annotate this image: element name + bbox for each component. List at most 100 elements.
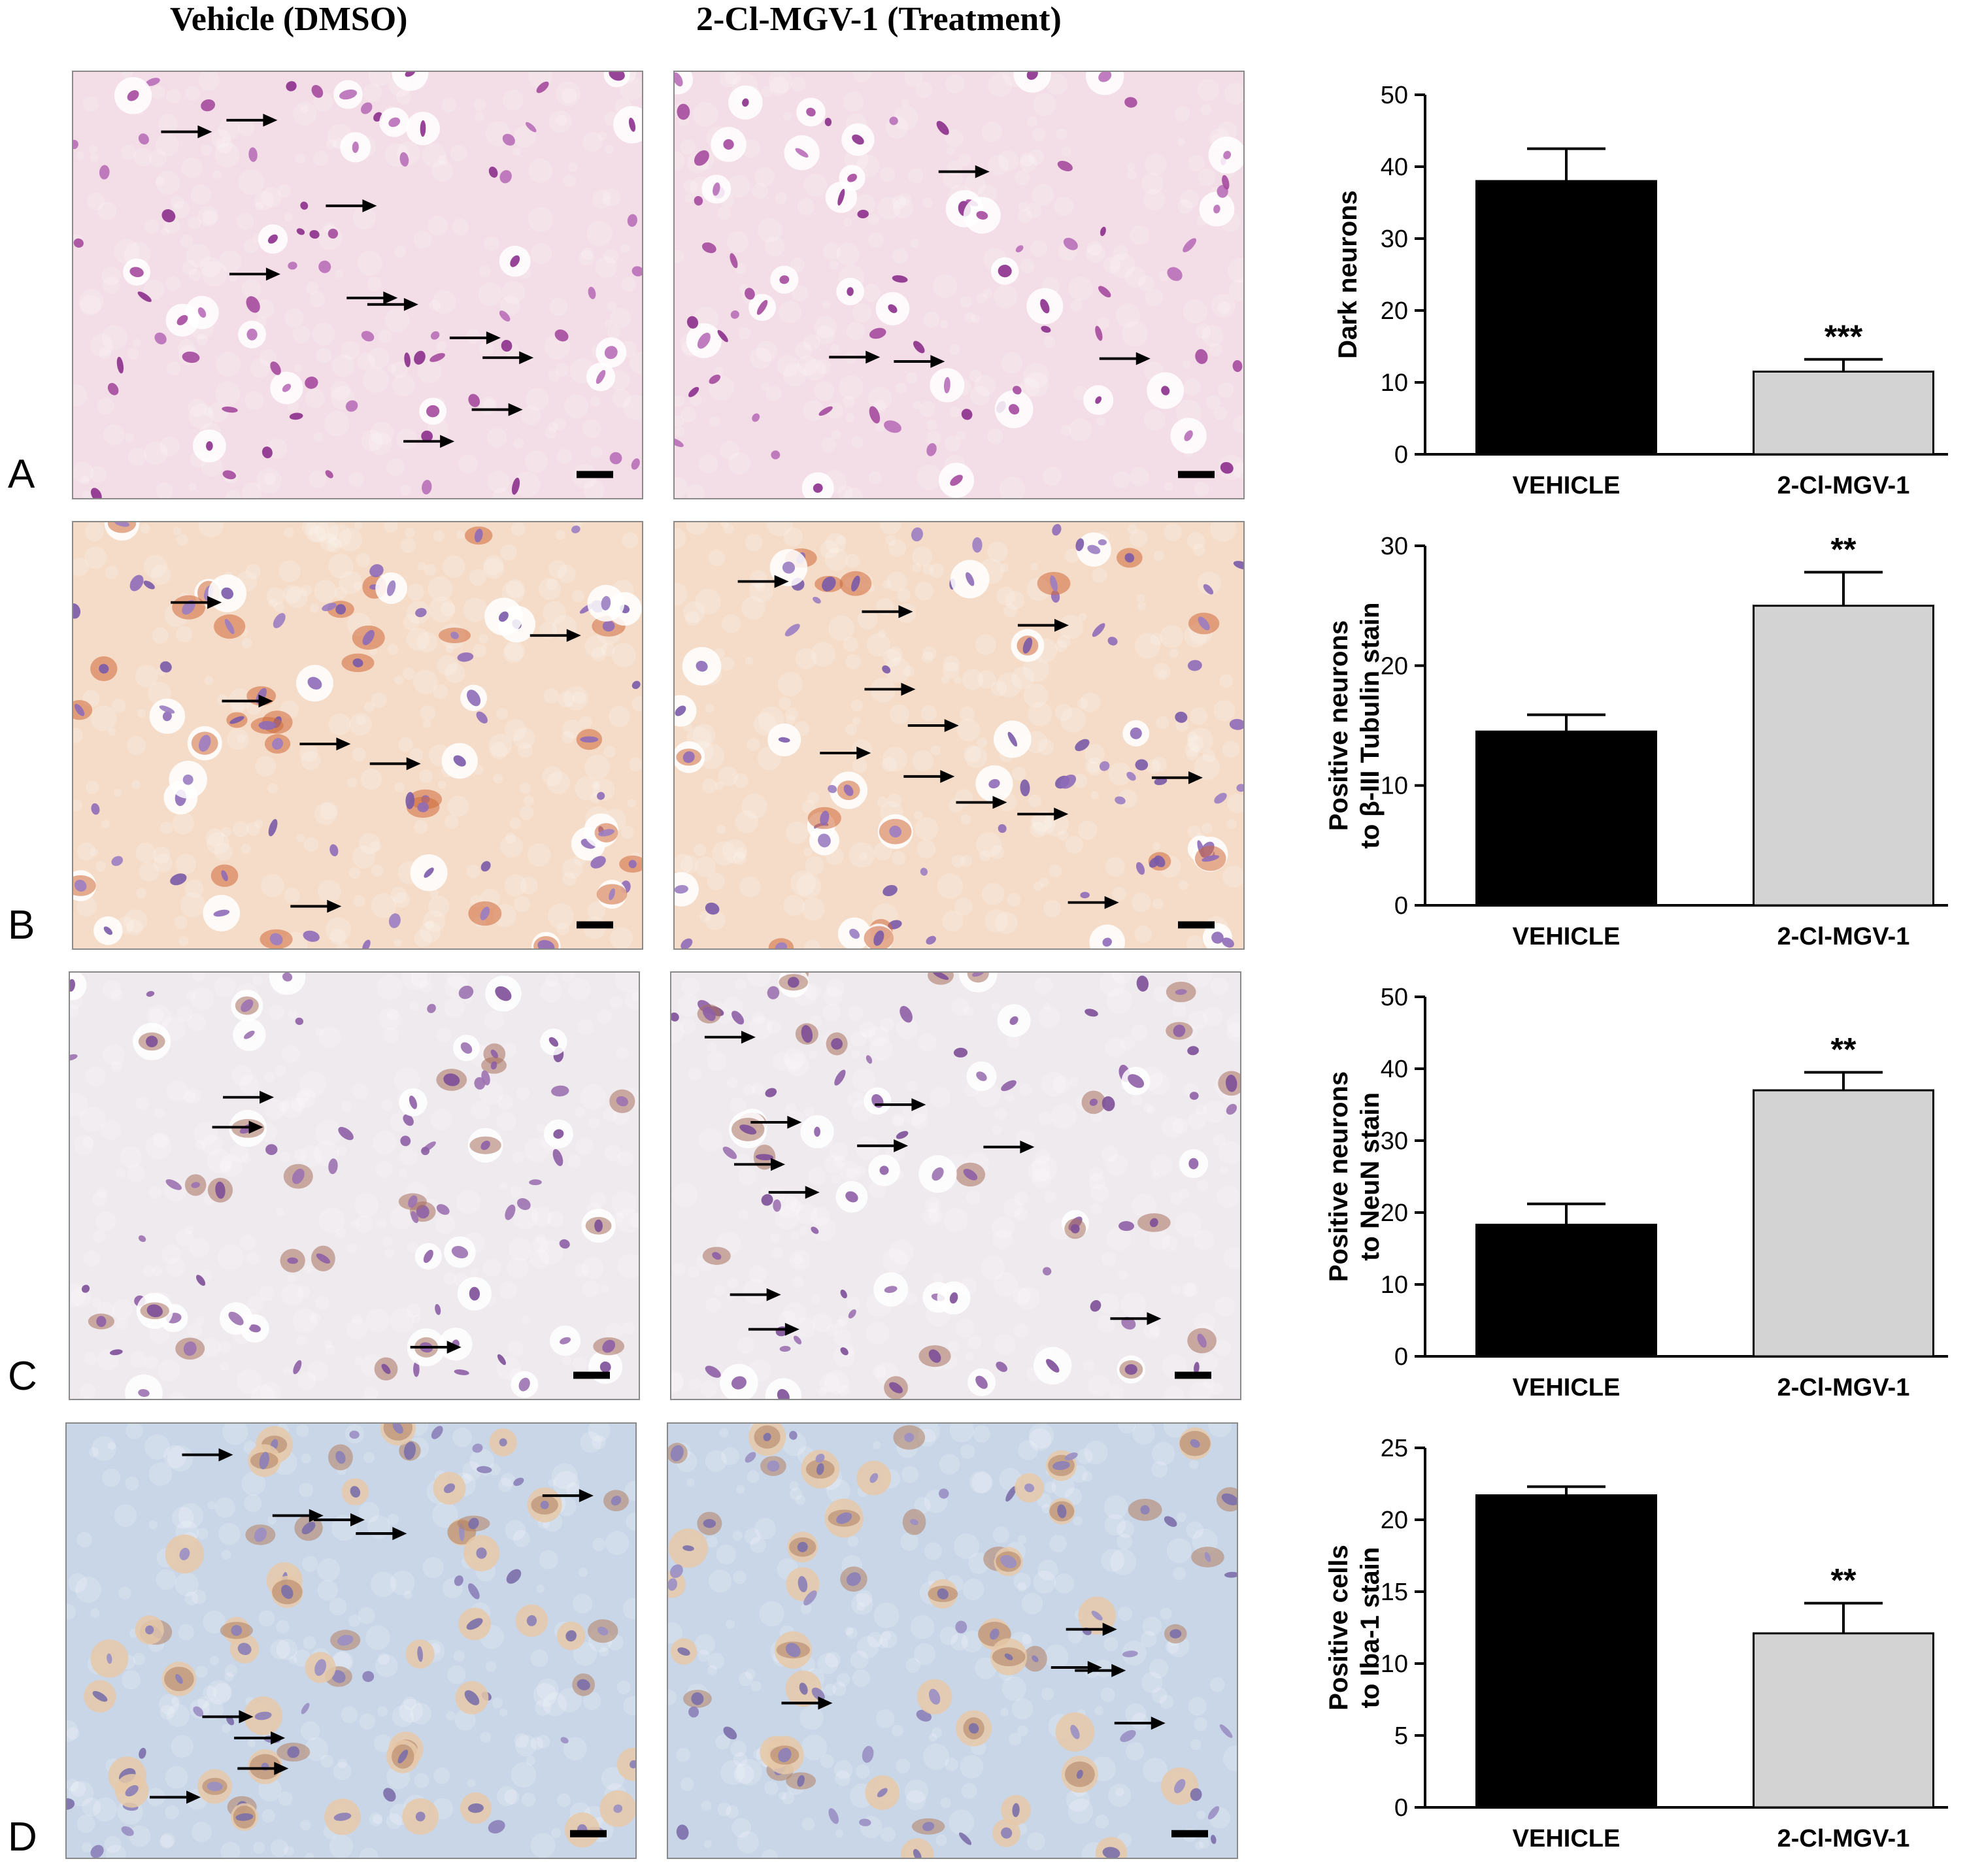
significance-label: ** xyxy=(1831,1562,1857,1599)
x-tick-label: VEHICLE xyxy=(1513,1374,1621,1401)
y-tick-label: 40 xyxy=(1381,154,1408,181)
arrow-icon xyxy=(748,1322,799,1336)
bar xyxy=(1475,1224,1657,1358)
arrow-icon xyxy=(1068,896,1119,909)
arrow-icon xyxy=(182,1448,233,1462)
scale-bar xyxy=(1178,471,1215,478)
significance-label: ** xyxy=(1831,1031,1857,1068)
significance-label: ** xyxy=(1831,531,1857,567)
arrow-icon xyxy=(212,1120,263,1134)
arrow-icon xyxy=(290,899,342,913)
x-tick-label: 2-Cl-MGV-1 xyxy=(1777,472,1910,499)
bar-chart-neun: 0 10 20 30 40 50 Positive neurons to NeuN stain… xyxy=(1294,974,1974,1418)
bar-chart-beta-iii-tubulin: 0 10 20 30 Positive neurons to β-III Tubulin … xyxy=(1294,523,1974,967)
y-tick-label: 0 xyxy=(1394,892,1408,920)
y-tick-label: 10 xyxy=(1381,773,1408,800)
arrow-icon xyxy=(226,113,278,127)
arrow-icon xyxy=(171,595,222,609)
y-tick-label: 30 xyxy=(1381,226,1408,253)
arrow-icon xyxy=(875,1098,926,1111)
arrow-icon xyxy=(829,350,881,364)
micrograph-a-treatment xyxy=(673,71,1245,499)
x-tick-label: 2-Cl-MGV-1 xyxy=(1777,1825,1910,1852)
y-axis-label: Positive neurons xyxy=(1324,1071,1353,1282)
y-axis-label: to β-III Tubulin stain xyxy=(1356,603,1385,849)
scale-bar xyxy=(1171,1830,1208,1837)
column-title-treatment: 2-Cl-MGV-1 (Treatment) xyxy=(696,1,1062,38)
arrow-icon xyxy=(956,796,1007,809)
arrow-icon xyxy=(403,435,455,448)
micrograph-d-treatment xyxy=(667,1422,1238,1859)
y-tick-label: 20 xyxy=(1381,652,1408,680)
arrow-icon xyxy=(369,757,421,771)
y-tick-label: 10 xyxy=(1381,1650,1408,1678)
arrow-icon xyxy=(356,1527,407,1541)
arrow-icon xyxy=(1099,352,1151,365)
x-tick-label: VEHICLE xyxy=(1513,472,1621,499)
y-axis-label: to NeuN stain xyxy=(1356,1092,1385,1261)
bar-chart-dark-neurons: 0 10 20 30 40 50 Dark neurons VEHICLE *** 2-Cl-MG… xyxy=(1294,72,1974,516)
y-tick-label: 20 xyxy=(1381,297,1408,325)
panel-letter-b: B xyxy=(8,903,35,948)
arrow-icon xyxy=(894,355,945,368)
arrow-icon xyxy=(449,331,501,344)
x-tick-label: VEHICLE xyxy=(1513,1825,1621,1852)
y-tick-label: 50 xyxy=(1381,82,1408,109)
scale-bar xyxy=(577,921,613,929)
micrograph-c-treatment xyxy=(670,971,1241,1400)
bar xyxy=(1475,1494,1657,1809)
bar xyxy=(1475,730,1657,907)
arrow-icon xyxy=(234,1731,286,1745)
x-tick-label: 2-Cl-MGV-1 xyxy=(1777,923,1910,950)
arrow-icon xyxy=(1110,1312,1162,1326)
arrow-icon xyxy=(938,165,990,178)
arrow-icon xyxy=(482,351,534,365)
arrow-icon xyxy=(704,1030,756,1044)
bar xyxy=(1753,1632,1934,1809)
y-tick-label: 0 xyxy=(1394,1794,1408,1822)
arrow-icon xyxy=(1114,1717,1166,1730)
panel-letter-a: A xyxy=(8,452,35,497)
arrow-icon xyxy=(229,267,280,281)
micrograph-b-vehicle xyxy=(72,521,643,950)
arrow-icon xyxy=(734,1158,786,1171)
y-axis-label: to Iba-1 stain xyxy=(1356,1547,1385,1709)
panel-letter-d: D xyxy=(8,1815,37,1860)
y-tick-label: 40 xyxy=(1381,1056,1408,1083)
arrow-icon xyxy=(983,1140,1035,1154)
y-tick-label: 30 xyxy=(1381,1128,1408,1155)
micrograph-b-treatment xyxy=(673,521,1245,950)
scale-bar xyxy=(1175,1371,1211,1379)
arrow-icon xyxy=(1066,1622,1117,1636)
arrow-icon xyxy=(346,291,398,305)
arrow-icon xyxy=(862,605,913,618)
y-tick-label: 20 xyxy=(1381,1199,1408,1227)
arrow-icon xyxy=(530,629,581,643)
bar-chart-iba-1: 0 5 10 15 20 25 Positive cells to Iba-1 stain VE… xyxy=(1294,1425,1974,1876)
arrow-icon xyxy=(907,719,959,732)
y-tick-label: 10 xyxy=(1381,369,1408,397)
scale-bar xyxy=(570,1830,607,1837)
arrow-icon xyxy=(314,1513,365,1527)
y-tick-label: 0 xyxy=(1394,441,1408,469)
y-axis-label: Positive neurons xyxy=(1324,620,1353,831)
arrow-icon xyxy=(820,746,871,760)
arrow-icon xyxy=(471,403,523,416)
arrow-icon xyxy=(202,1710,254,1724)
arrow-icon xyxy=(542,1489,594,1503)
arrow-icon xyxy=(161,125,212,139)
scale-bar xyxy=(577,471,613,478)
arrow-icon xyxy=(367,297,418,311)
arrow-icon xyxy=(1151,771,1203,784)
significance-label: *** xyxy=(1824,318,1863,355)
y-tick-label: 25 xyxy=(1381,1435,1408,1462)
micrograph-a-vehicle xyxy=(72,71,643,499)
micrograph-c-vehicle xyxy=(69,971,640,1400)
y-tick-label: 30 xyxy=(1381,533,1408,560)
y-tick-label: 15 xyxy=(1381,1579,1408,1606)
arrow-icon xyxy=(903,770,955,783)
y-tick-label: 50 xyxy=(1381,984,1408,1011)
arrow-icon xyxy=(410,1341,462,1354)
arrow-icon xyxy=(272,1509,324,1522)
bar xyxy=(1753,371,1934,456)
